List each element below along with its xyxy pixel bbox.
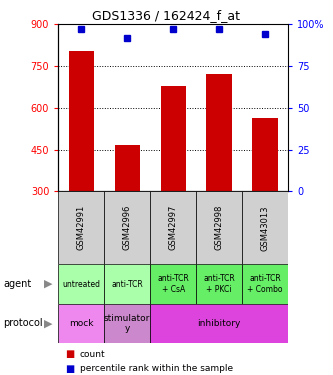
- Text: agent: agent: [3, 279, 32, 289]
- Bar: [150, 304, 288, 343]
- Text: GSM42998: GSM42998: [214, 205, 224, 251]
- Bar: [69, 51, 94, 191]
- Bar: [104, 264, 150, 304]
- Bar: [252, 117, 278, 191]
- Text: ▶: ▶: [44, 279, 53, 289]
- Text: anti-TCR: anti-TCR: [111, 280, 143, 289]
- Text: percentile rank within the sample: percentile rank within the sample: [80, 364, 233, 373]
- Bar: [150, 191, 196, 264]
- Text: GSM42996: GSM42996: [123, 205, 132, 251]
- Text: GDS1336 / 162424_f_at: GDS1336 / 162424_f_at: [93, 9, 240, 22]
- Text: anti-TCR
+ CsA: anti-TCR + CsA: [157, 274, 189, 294]
- Text: anti-TCR
+ PKCi: anti-TCR + PKCi: [203, 274, 235, 294]
- Bar: [206, 74, 232, 191]
- Text: untreated: untreated: [62, 280, 100, 289]
- Text: stimulator
y: stimulator y: [104, 314, 151, 333]
- Text: inhibitory: inhibitory: [197, 319, 241, 328]
- Bar: [161, 86, 186, 191]
- Text: ■: ■: [65, 364, 74, 374]
- Text: protocol: protocol: [3, 318, 43, 328]
- Text: count: count: [80, 350, 106, 359]
- Text: GSM43013: GSM43013: [260, 205, 270, 251]
- Text: ▶: ▶: [44, 318, 53, 328]
- Bar: [58, 191, 104, 264]
- Bar: [196, 191, 242, 264]
- Bar: [104, 304, 150, 343]
- Text: mock: mock: [69, 319, 94, 328]
- Bar: [150, 264, 196, 304]
- Bar: [242, 191, 288, 264]
- Text: GSM42991: GSM42991: [77, 205, 86, 251]
- Text: ■: ■: [65, 349, 74, 359]
- Bar: [104, 191, 150, 264]
- Bar: [242, 264, 288, 304]
- Bar: [58, 304, 104, 343]
- Text: anti-TCR
+ Combo: anti-TCR + Combo: [247, 274, 283, 294]
- Text: GSM42997: GSM42997: [168, 205, 178, 251]
- Bar: [115, 146, 140, 191]
- Bar: [196, 264, 242, 304]
- Bar: [58, 264, 104, 304]
